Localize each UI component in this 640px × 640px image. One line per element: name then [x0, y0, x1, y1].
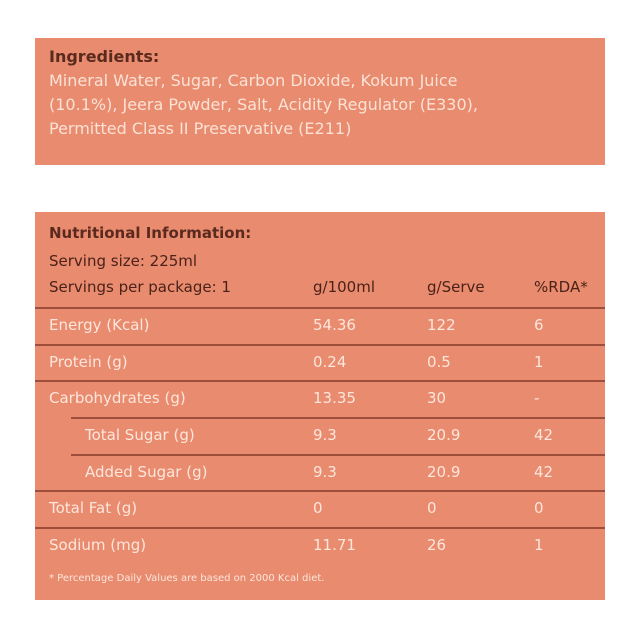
value-per100: 54.36	[313, 316, 356, 334]
ingredients-text: Mineral Water, Sugar, Carbon Dioxide, Ko…	[49, 69, 591, 141]
ingredients-title: Ingredients:	[49, 47, 160, 66]
value-per100: 11.71	[313, 536, 356, 554]
value-serve: 26	[427, 536, 447, 554]
value-rda: 1	[534, 353, 544, 371]
value-serve: 30	[427, 389, 447, 407]
footnote: * Percentage Daily Values are based on 2…	[49, 573, 325, 584]
value-serve: 20.9	[427, 463, 461, 481]
value-per100: 9.3	[313, 426, 337, 444]
nutrient-name: Protein (g)	[49, 353, 128, 371]
column-header-rda: %RDA*	[534, 278, 588, 296]
ingredients-panel: Ingredients: Mineral Water, Sugar, Carbo…	[35, 38, 605, 165]
divider	[71, 454, 605, 456]
nutrient-name: Total Sugar (g)	[85, 426, 195, 444]
serving-size: Serving size: 225ml	[49, 252, 198, 270]
table-row: Protein (g) 0.24 0.5 1	[35, 346, 605, 380]
nutrient-name: Total Fat (g)	[49, 499, 138, 517]
value-rda: 1	[534, 536, 544, 554]
ingredients-line: Permitted Class II Preservative (E211)	[49, 119, 352, 138]
servings-per-package: Servings per package: 1	[49, 278, 231, 296]
value-per100: 9.3	[313, 463, 337, 481]
value-serve: 0.5	[427, 353, 451, 371]
nutrient-name: Sodium (mg)	[49, 536, 147, 554]
nutrient-name: Carbohydrates (g)	[49, 389, 186, 407]
value-serve: 0	[427, 499, 437, 517]
ingredients-line: Mineral Water, Sugar, Carbon Dioxide, Ko…	[49, 71, 458, 90]
divider	[35, 344, 605, 346]
value-rda: 0	[534, 499, 544, 517]
table-row: Carbohydrates (g) 13.35 30 -	[35, 382, 605, 416]
table-row: Total Sugar (g) 9.3 20.9 42	[35, 419, 605, 453]
value-rda: -	[534, 389, 540, 407]
nutrition-panel: Nutritional Information: Serving size: 2…	[35, 212, 605, 600]
divider	[35, 490, 605, 492]
column-header-serve: g/Serve	[427, 278, 485, 296]
table-row: Added Sugar (g) 9.3 20.9 42	[35, 456, 605, 490]
divider	[35, 527, 605, 529]
column-header-per100: g/100ml	[313, 278, 375, 296]
divider	[35, 307, 605, 309]
value-rda: 6	[534, 316, 544, 334]
nutrition-title: Nutritional Information:	[49, 224, 252, 242]
table-row: Sodium (mg) 11.71 26 1	[35, 529, 605, 563]
value-rda: 42	[534, 426, 554, 444]
divider	[35, 380, 605, 382]
table-row: Total Fat (g) 0 0 0	[35, 492, 605, 526]
value-per100: 13.35	[313, 389, 356, 407]
value-rda: 42	[534, 463, 554, 481]
nutrient-name: Added Sugar (g)	[85, 463, 208, 481]
value-per100: 0.24	[313, 353, 347, 371]
value-serve: 122	[427, 316, 456, 334]
divider	[71, 417, 605, 419]
nutrient-name: Energy (Kcal)	[49, 316, 150, 334]
value-per100: 0	[313, 499, 323, 517]
value-serve: 20.9	[427, 426, 461, 444]
table-row: Energy (Kcal) 54.36 122 6	[35, 309, 605, 343]
ingredients-line: (10.1%), Jeera Powder, Salt, Acidity Reg…	[49, 95, 478, 114]
